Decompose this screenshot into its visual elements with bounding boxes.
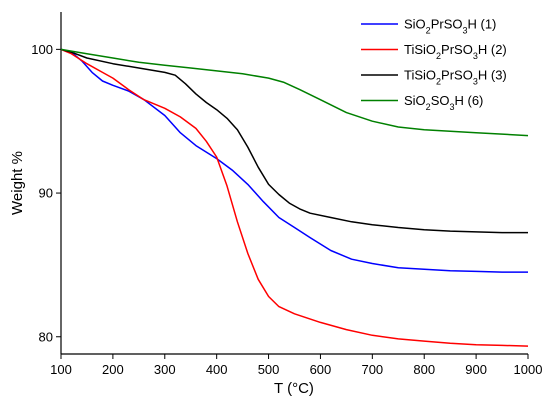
- legend-label-2: TiSiO2PrSO3H (2): [404, 42, 507, 61]
- x-tick-label: 200: [102, 362, 124, 377]
- y-axis-title: Weight %: [9, 151, 26, 215]
- series-line-2: [60, 48, 529, 347]
- legend-label-4: SiO2SO3H (6): [404, 93, 483, 112]
- x-tick-label: 500: [258, 362, 280, 377]
- series-line-3: [60, 48, 528, 234]
- x-axis-ticks: 100 200 300 400 500 600 700 800 900 1000: [50, 354, 542, 377]
- x-tick-label: 700: [361, 362, 383, 377]
- x-tick-label: 1000: [514, 362, 543, 377]
- y-tick-label: 90: [39, 186, 53, 201]
- legend: SiO2PrSO3H (1) TiSiO2PrSO3H (2) TiSiO2PrSO…: [361, 17, 507, 112]
- y-axis-ticks: 80 90 100: [31, 42, 61, 344]
- legend-label-3: TiSiO2PrSO3H (3): [404, 68, 507, 87]
- x-tick-label: 100: [50, 362, 72, 377]
- y-tick-label: 100: [31, 42, 53, 57]
- x-tick-label: 900: [465, 362, 487, 377]
- x-axis-title: T (°C): [274, 380, 314, 397]
- series-layer: [60, 48, 529, 347]
- x-tick-label: 400: [206, 362, 228, 377]
- series-line-4: [60, 48, 529, 137]
- legend-label-1: SiO2PrSO3H (1): [404, 17, 496, 36]
- series-line-1: [60, 48, 528, 273]
- plot-frame: [60, 12, 528, 355]
- y-tick-label: 80: [39, 329, 53, 344]
- x-tick-label: 300: [154, 362, 176, 377]
- x-tick-label: 800: [413, 362, 435, 377]
- x-tick-label: 600: [310, 362, 332, 377]
